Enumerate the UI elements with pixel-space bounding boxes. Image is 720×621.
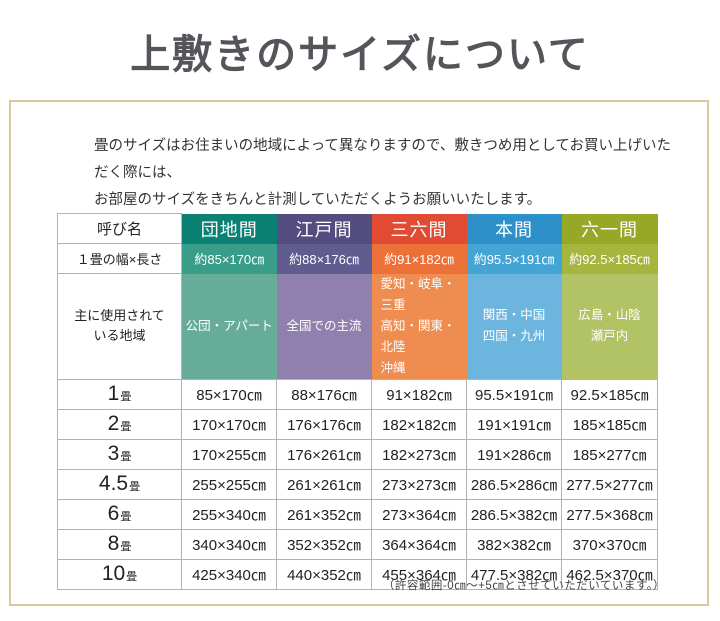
cell-value: 92.5×185㎝	[561, 378, 658, 410]
region-rokuichima: 広島・山陰 瀬戸内	[561, 273, 658, 379]
cell-value: 170×255㎝	[181, 438, 277, 470]
cell-value: 170×170㎝	[181, 408, 277, 440]
cell-value: 185×185㎝	[561, 408, 658, 440]
unit-size-edoma: 約88×176㎝	[276, 243, 372, 274]
tatami-size-table: 呼び名 団地間 江戸間 三六間 本間 六一間 １畳の幅×長さ 約85×170㎝ …	[57, 213, 658, 590]
tolerance-note: （許容範囲-0㎝～+5㎝とさせていただいています。）	[382, 580, 665, 592]
unit-size-rokuichima: 約92.5×185㎝	[561, 243, 658, 274]
cell-value: 364×364㎝	[371, 528, 467, 560]
cell-value: 462.5×370㎝	[561, 558, 658, 590]
column-header-danchima: 団地間	[181, 213, 277, 244]
cell-value: 273×273㎝	[371, 468, 467, 500]
cell-value: 273×364㎝	[371, 498, 467, 530]
region-sanrokuma: 愛知・岐阜・三重 高知・関東・北陸 沖縄	[371, 273, 467, 379]
table-row-4-5jo: 4.5畳 255×255㎝ 261×261㎝ 273×273㎝ 286.5×28…	[57, 468, 658, 500]
table-row-6jo: 6畳 255×340㎝ 261×352㎝ 273×364㎝ 286.5×382㎝…	[57, 498, 658, 530]
cell-value: 286.5×382㎝	[466, 498, 562, 530]
row-label-1jo: 1畳	[57, 378, 182, 410]
cell-value: 85×170㎝	[181, 378, 277, 410]
cell-value: 382×382㎝	[466, 528, 562, 560]
unit-size-row: １畳の幅×長さ 約85×170㎝ 約88×176㎝ 約91×182㎝ 約95.5…	[57, 243, 658, 274]
description-line-2: お部屋のサイズをきちんと計測していただくようお願いいたします。	[94, 192, 542, 208]
cell-value: 95.5×191㎝	[466, 378, 562, 410]
cell-value: 191×286㎝	[466, 438, 562, 470]
cell-value: 261×352㎝	[276, 498, 372, 530]
table-row-3jo: 3畳 170×255㎝ 176×261㎝ 182×273㎝ 191×286㎝ 1…	[57, 438, 658, 470]
table-row-10jo: 10畳 425×340㎝ 440×352㎝ 455×364㎝ 477.5×382…	[57, 558, 658, 590]
region-danchima: 公団・アパート	[181, 273, 277, 379]
region-honma: 関西・中国 四国・九州	[466, 273, 562, 379]
header-row: 呼び名 団地間 江戸間 三六間 本間 六一間	[57, 213, 658, 244]
cell-value: 191×191㎝	[466, 408, 562, 440]
row-label-8jo: 8畳	[57, 528, 182, 560]
column-header-label: 呼び名	[57, 213, 182, 244]
cell-value: 340×340㎝	[181, 528, 277, 560]
region-edoma: 全国での主流	[276, 273, 372, 379]
cell-value: 261×261㎝	[276, 468, 372, 500]
cell-value: 455×364㎝	[371, 558, 467, 590]
unit-size-honma: 約95.5×191㎝	[466, 243, 562, 274]
page-title: 上敷きのサイズについて	[130, 31, 590, 78]
table-row-1jo: 1畳 85×170㎝ 88×176㎝ 91×182㎝ 95.5×191㎝ 92.…	[57, 378, 658, 410]
cell-value: 277.5×277㎝	[561, 468, 658, 500]
cell-value: 352×352㎝	[276, 528, 372, 560]
row-label-2jo: 2畳	[57, 408, 182, 440]
column-header-honma: 本間	[466, 213, 562, 244]
cell-value: 176×261㎝	[276, 438, 372, 470]
description-line-1: 畳のサイズはお住まいの地域によって異なりますので、敷きつめ用としてお買い上げいた…	[94, 138, 671, 181]
cell-value: 185×277㎝	[561, 438, 658, 470]
cell-value: 255×255㎝	[181, 468, 277, 500]
cell-value: 440×352㎝	[276, 558, 372, 590]
description: 畳のサイズはお住まいの地域によって異なりますので、敷きつめ用としてお買い上げいた…	[94, 133, 674, 214]
row-label-3jo: 3畳	[57, 438, 182, 470]
column-header-edoma: 江戸間	[276, 213, 372, 244]
cell-value: 182×273㎝	[371, 438, 467, 470]
region-row-label: 主に使用されて いる地域	[57, 273, 182, 380]
region-row: 主に使用されて いる地域 公団・アパート 全国での主流 愛知・岐阜・三重 高知・…	[57, 273, 658, 380]
unit-size-sanrokuma: 約91×182㎝	[371, 243, 467, 274]
table-row-8jo: 8畳 340×340㎝ 352×352㎝ 364×364㎝ 382×382㎝ 3…	[57, 528, 658, 560]
row-label-10jo: 10畳	[57, 558, 182, 590]
column-header-sanrokuma: 三六間	[371, 213, 467, 244]
cell-value: 277.5×368㎝	[561, 498, 658, 530]
row-label-6jo: 6畳	[57, 498, 182, 530]
cell-value: 370×370㎝	[561, 528, 658, 560]
cell-value: 91×182㎝	[371, 378, 467, 410]
table-row-2jo: 2畳 170×170㎝ 176×176㎝ 182×182㎝ 191×191㎝ 1…	[57, 408, 658, 440]
cell-value: 176×176㎝	[276, 408, 372, 440]
cell-value: 286.5×286㎝	[466, 468, 562, 500]
row-label-4-5jo: 4.5畳	[57, 468, 182, 500]
cell-value: 425×340㎝	[181, 558, 277, 590]
column-header-rokuichima: 六一間	[561, 213, 658, 244]
cell-value: 477.5×382㎝	[466, 558, 562, 590]
cell-value: 182×182㎝	[371, 408, 467, 440]
unit-size-danchima: 約85×170㎝	[181, 243, 277, 274]
unit-size-row-label: １畳の幅×長さ	[57, 243, 182, 274]
cell-value: 88×176㎝	[276, 378, 372, 410]
cell-value: 255×340㎝	[181, 498, 277, 530]
